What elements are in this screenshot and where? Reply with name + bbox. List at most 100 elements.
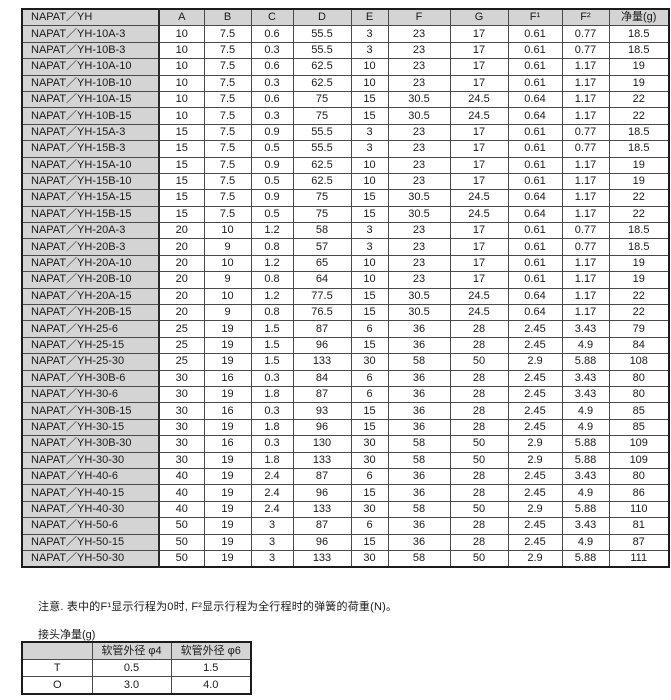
table-cell: 28 [449, 467, 509, 486]
table-row: NAPAT／YH-30-15 30 19 1.8 96 15 36 28 2.45 4.9 85 [21, 418, 670, 437]
table-cell: 23 [387, 222, 451, 240]
table-cell: 28 [449, 533, 509, 551]
column-header: F [387, 8, 451, 27]
table-row: NAPAT／YH-25-30 25 19 1.5 133 30 58 50 2.9 5.88 108 [21, 353, 670, 371]
table-cell: 10 [203, 222, 252, 240]
table-cell: 1.17 [561, 74, 610, 92]
table-cell: 18.5 [608, 41, 670, 60]
table-cell: 0.61 [507, 222, 563, 240]
table-cell: 2.45 [507, 320, 563, 338]
table-cell: 19 [203, 451, 252, 469]
table-cell: 1.17 [561, 90, 610, 109]
table-cell: 23 [387, 58, 451, 76]
table-cell: 0.3 [250, 41, 294, 60]
table-cell: 7.5 [203, 74, 252, 92]
row-label-cell: NAPAT／YH-25-6 [21, 320, 160, 338]
table-cell: 2.4 [250, 500, 294, 519]
table-cell: 4.9 [561, 484, 610, 502]
table-cell: 50 [158, 549, 205, 568]
table-cell: 109 [608, 435, 670, 453]
table-cell: 3 [250, 517, 294, 535]
table-cell: 50 [449, 451, 509, 469]
table-cell: 0.64 [507, 287, 563, 306]
table-cell: 2.4 [250, 484, 294, 502]
table-cell: 22 [608, 107, 670, 125]
table-cell: 2.45 [507, 336, 563, 355]
table-cell: 7.5 [203, 156, 252, 174]
row-label-cell: O [21, 676, 93, 695]
table-cell: 55.5 [292, 123, 352, 142]
table-cell: 4.9 [561, 402, 610, 420]
table-cell: 17 [449, 156, 509, 174]
table-cell: 2.45 [507, 484, 563, 502]
table-cell: 20 [158, 238, 205, 256]
table-cell: 24.5 [449, 107, 509, 125]
header-row: 软管外径 φ4 软管外径 φ6 [21, 641, 252, 660]
table-cell: 20 [158, 271, 205, 289]
column-header: 软管外径 φ4 [91, 641, 172, 660]
row-label-cell: NAPAT／YH-20B-15 [21, 304, 160, 322]
table-cell: 1.5 [250, 320, 294, 338]
table-cell: 58 [387, 435, 451, 453]
table-cell: 10 [203, 287, 252, 306]
table-cell: 0.8 [250, 271, 294, 289]
table-cell: 20 [158, 222, 205, 240]
table-cell: 5.88 [561, 451, 610, 469]
table-cell: 0.61 [507, 123, 563, 142]
table-row: NAPAT／YH-15A-10 15 7.5 0.9 62.5 10 23 17 0.61 1.1… [21, 156, 670, 174]
row-label-cell: NAPAT／YH-15A-15 [21, 189, 160, 207]
table-cell: 15 [350, 287, 389, 306]
row-label-cell: NAPAT／YH-20B-10 [21, 271, 160, 289]
row-label-cell: NAPAT／YH-15B-15 [21, 205, 160, 224]
table-cell: 75 [292, 205, 352, 224]
table-cell: 19 [203, 467, 252, 486]
table-row: NAPAT／YH-40-6 40 19 2.4 87 6 36 28 2.45 3.43 80 [21, 467, 670, 486]
table-cell: 18.5 [608, 123, 670, 142]
row-label-cell: NAPAT／YH-10B-10 [21, 74, 160, 92]
table-cell: 23 [387, 271, 451, 289]
row-label-cell: T [21, 659, 93, 677]
table-cell: 84 [292, 369, 352, 387]
table-row: NAPAT／YH-30B-15 30 16 0.3 93 15 36 28 2.45 4.9 85 [21, 402, 670, 420]
row-label-cell: NAPAT／YH-30B-6 [21, 369, 160, 387]
table-row: NAPAT／YH-40-15 40 19 2.4 96 15 36 28 2.45 4.9 86 [21, 484, 670, 502]
table-cell: 87 [292, 385, 352, 404]
table-cell: 23 [387, 123, 451, 142]
column-header: A [158, 8, 205, 27]
table-cell: 3.0 [91, 676, 172, 695]
table-cell: 2.9 [507, 549, 563, 568]
table-row: NAPAT／YH-30B-30 30 16 0.3 130 30 58 50 2.9 5.88 10… [21, 435, 670, 453]
table-cell: 23 [387, 25, 451, 43]
table-cell: 23 [387, 238, 451, 256]
table-cell: 0.5 [250, 140, 294, 158]
table-cell: 16 [203, 435, 252, 453]
table-row: NAPAT／YH-10A-15 10 7.5 0.6 75 15 30.5 24.5 0.64 1… [21, 90, 670, 109]
table-cell: 1.17 [561, 107, 610, 125]
spec-table: NAPAT／YH A B C D E F G F¹ F² 净量(g) NAPAT／YH-10A-3 10… [21, 8, 670, 569]
table-row: NAPAT／YH-15A-3 15 7.5 0.9 55.5 3 23 17 0.61 0.77 1… [21, 123, 670, 142]
table-row: NAPAT／YH-20B-3 20 9 0.8 57 3 23 17 0.61 0.77 18.5 [21, 238, 670, 256]
table-cell: 19 [203, 418, 252, 437]
table-cell: 3.43 [561, 320, 610, 338]
column-header: B [203, 8, 252, 27]
table-cell: 15 [350, 533, 389, 551]
table-cell: 7.5 [203, 107, 252, 125]
table-row: NAPAT／YH-15A-15 15 7.5 0.9 75 15 30.5 24.5 0.64 1… [21, 189, 670, 207]
table-cell: 0.61 [507, 271, 563, 289]
row-label-cell: NAPAT／YH-30-15 [21, 418, 160, 437]
table-cell: 20 [158, 304, 205, 322]
table-cell: 30.5 [387, 107, 451, 125]
table-cell: 17 [449, 58, 509, 76]
column-header: F² [561, 8, 610, 27]
table-cell: 62.5 [292, 74, 352, 92]
table-cell: 18.5 [608, 222, 670, 240]
table-cell: 19 [203, 533, 252, 551]
table-cell: 25 [158, 320, 205, 338]
table-row: NAPAT／YH-10B-15 10 7.5 0.3 75 15 30.5 24.5 0.64 1… [21, 107, 670, 125]
row-label-cell: NAPAT／YH-40-15 [21, 484, 160, 502]
row-label-cell: NAPAT／YH-30-6 [21, 385, 160, 404]
table-row: NAPAT／YH-20B-10 20 9 0.8 64 10 23 17 0.61 1.17 19 [21, 271, 670, 289]
table-cell: 62.5 [292, 172, 352, 191]
table-row: NAPAT／YH-20A-15 20 10 1.2 77.5 15 30.5 24.5 0.64… [21, 287, 670, 306]
table-cell: 1.5 [250, 336, 294, 355]
